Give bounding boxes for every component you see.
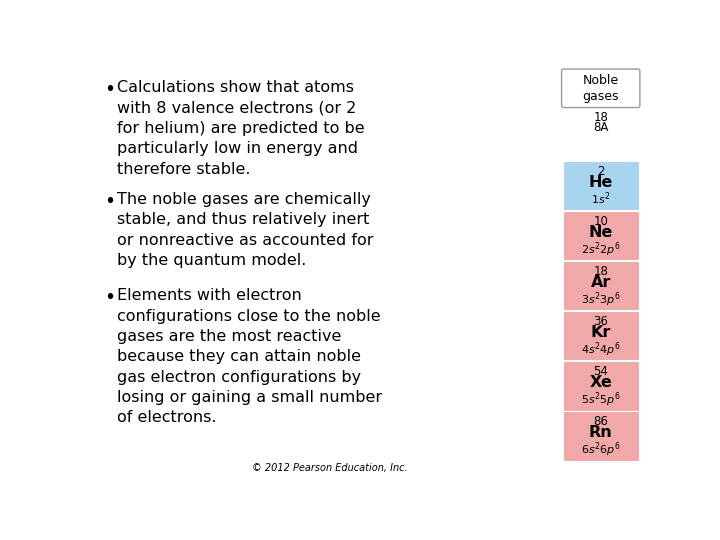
- Bar: [563, 211, 639, 260]
- Text: He: He: [588, 175, 613, 190]
- Text: $2s^{2}2p^{6}$: $2s^{2}2p^{6}$: [581, 240, 621, 259]
- Text: •: •: [104, 192, 115, 211]
- Text: 86: 86: [593, 415, 608, 428]
- Bar: [563, 161, 639, 211]
- Bar: [563, 411, 639, 461]
- Text: 8A: 8A: [593, 121, 608, 134]
- Text: 18: 18: [593, 265, 608, 278]
- Text: Rn: Rn: [589, 425, 613, 440]
- Bar: [563, 361, 639, 410]
- Text: $4s^{2}4p^{6}$: $4s^{2}4p^{6}$: [581, 340, 621, 359]
- Text: 54: 54: [593, 365, 608, 378]
- Text: •: •: [104, 80, 115, 99]
- Text: Xe: Xe: [589, 375, 612, 390]
- Bar: [563, 311, 639, 361]
- Text: $1s^{2}$: $1s^{2}$: [591, 190, 611, 207]
- Text: 36: 36: [593, 315, 608, 328]
- Text: Noble
gases: Noble gases: [582, 74, 619, 103]
- Text: 10: 10: [593, 215, 608, 228]
- Text: 2: 2: [597, 165, 605, 178]
- Text: Kr: Kr: [590, 325, 611, 340]
- Text: 18: 18: [593, 111, 608, 124]
- Text: •: •: [104, 288, 115, 307]
- Text: Ne: Ne: [588, 225, 613, 240]
- Text: © 2012 Pearson Education, Inc.: © 2012 Pearson Education, Inc.: [253, 463, 408, 473]
- Text: Elements with electron
configurations close to the noble
gases are the most reac: Elements with electron configurations cl…: [117, 288, 382, 426]
- Bar: [563, 261, 639, 310]
- Text: Calculations show that atoms
with 8 valence electrons (or 2
for helium) are pred: Calculations show that atoms with 8 vale…: [117, 80, 365, 177]
- Text: $5s^{2}5p^{6}$: $5s^{2}5p^{6}$: [581, 390, 621, 409]
- Text: The noble gases are chemically
stable, and thus relatively inert
or nonreactive : The noble gases are chemically stable, a…: [117, 192, 374, 268]
- Text: $6s^{2}6p^{6}$: $6s^{2}6p^{6}$: [581, 441, 621, 459]
- Text: Ar: Ar: [590, 275, 611, 290]
- Text: $3s^{2}3p^{6}$: $3s^{2}3p^{6}$: [581, 291, 621, 309]
- FancyBboxPatch shape: [562, 69, 640, 107]
